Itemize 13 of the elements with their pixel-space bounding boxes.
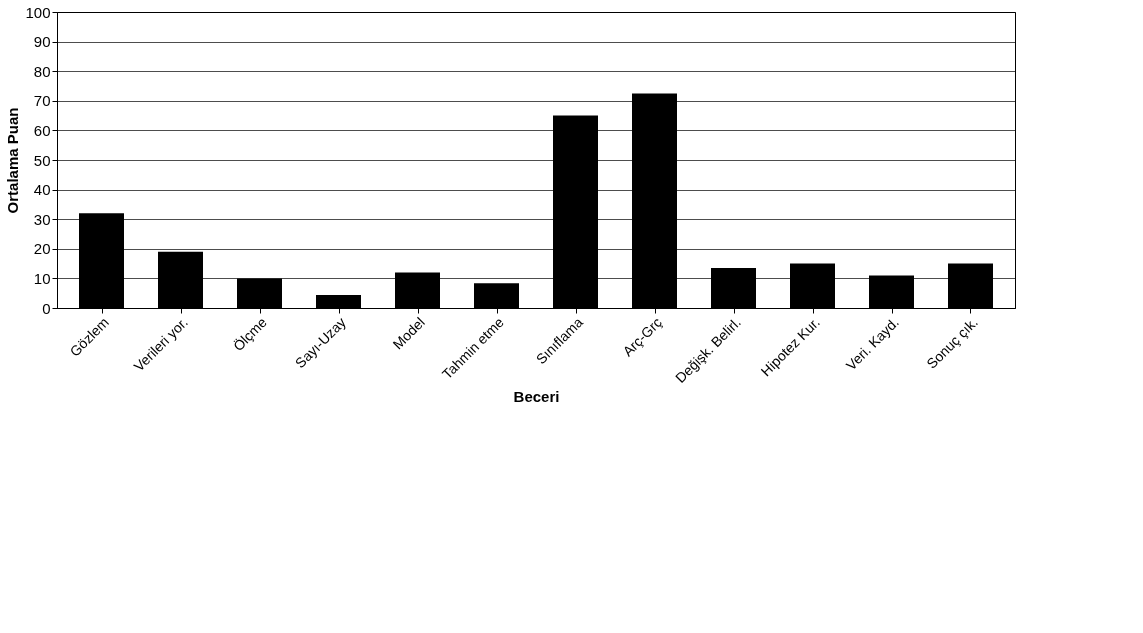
y-tick-label: 100	[25, 3, 51, 21]
y-tick-label: 30	[33, 210, 51, 228]
y-tick-label: 70	[33, 92, 51, 110]
y-tick-label: 80	[33, 62, 51, 80]
y-tick-label: 40	[33, 181, 51, 199]
y-tick-label: 10	[33, 269, 51, 287]
x-axis-title: Beceri	[513, 387, 560, 405]
y-tick-label: 50	[33, 151, 51, 169]
y-tick-label: 90	[33, 33, 51, 51]
y-tick-label: 0	[42, 299, 51, 317]
y-tick-label: 20	[33, 240, 51, 258]
y-tick-label: 60	[33, 121, 51, 139]
y-axis-title: Ortalama Puan	[4, 107, 22, 214]
